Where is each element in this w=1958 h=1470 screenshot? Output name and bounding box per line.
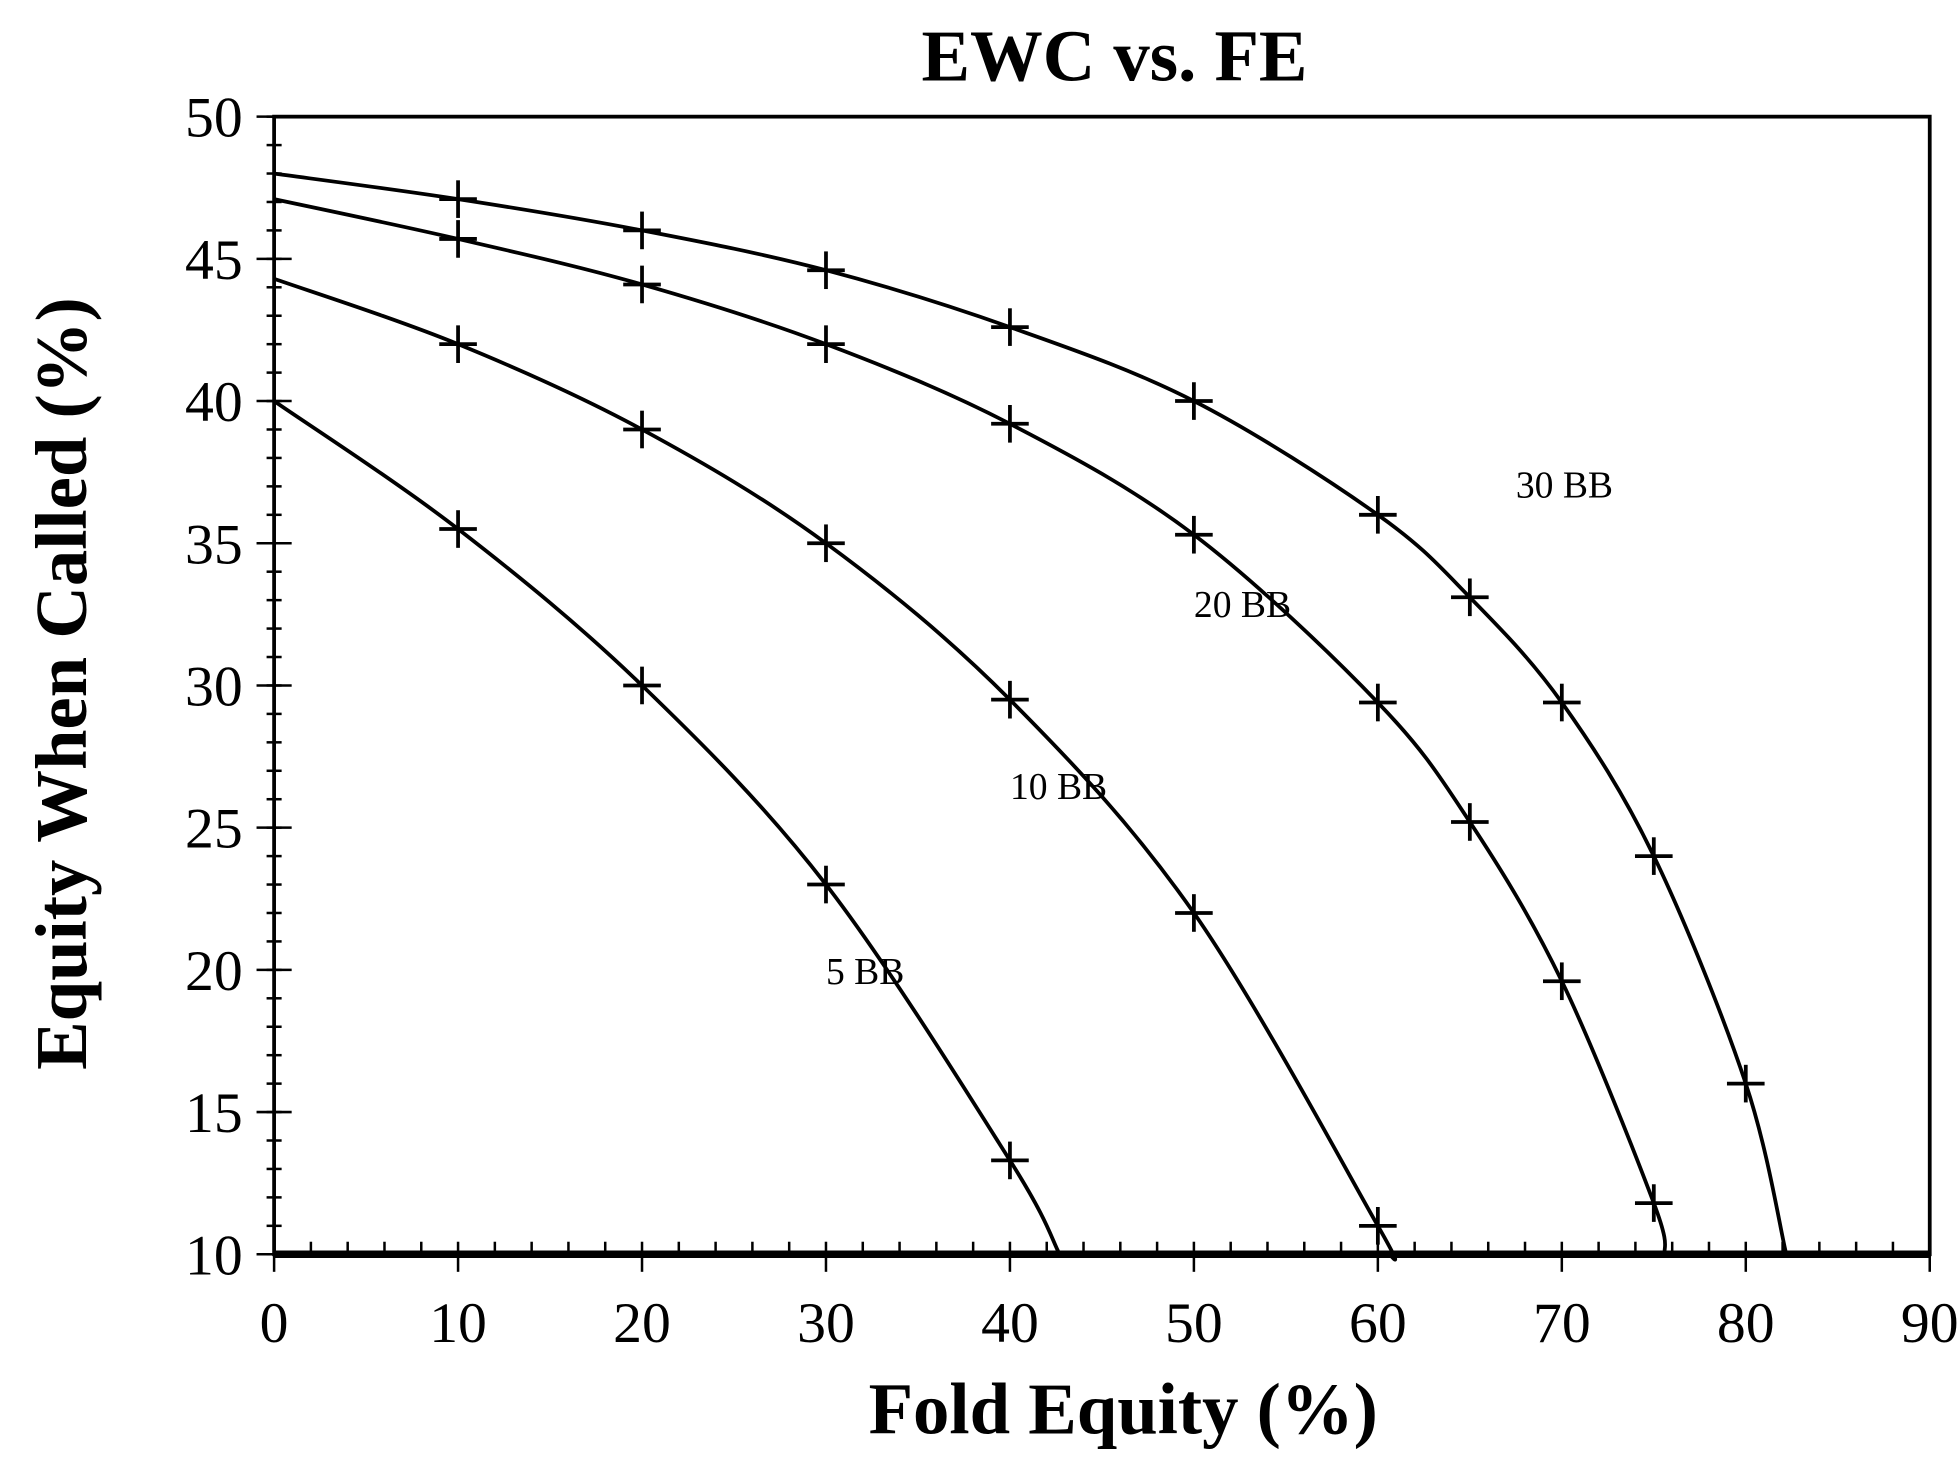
x-tick-label: 40 bbox=[981, 1292, 1039, 1355]
y-tick-label: 35 bbox=[185, 513, 243, 576]
data-point-30-bb bbox=[439, 180, 477, 218]
y-tick-label: 40 bbox=[185, 371, 243, 434]
plot-frame bbox=[272, 114, 1932, 1257]
x-axis-label: Fold Equity (%) bbox=[869, 1369, 1378, 1450]
data-point-20-bb bbox=[1543, 962, 1581, 1001]
data-point-20-bb bbox=[1634, 1184, 1673, 1222]
y-axis-label: Equity When Called (%) bbox=[21, 297, 102, 1070]
x-tick-label: 0 bbox=[260, 1292, 289, 1355]
series-line-10-bb bbox=[273, 276, 1398, 1262]
series-line-20-bb bbox=[273, 197, 1668, 1255]
series-label-10-bb: 10 BB bbox=[1010, 766, 1107, 808]
x-tick-label: 90 bbox=[1901, 1292, 1958, 1355]
x-tick-label: 20 bbox=[613, 1292, 671, 1355]
data-point-10-bb bbox=[991, 680, 1029, 719]
data-point-20-bb bbox=[623, 265, 661, 304]
data-point-30-bb bbox=[1634, 837, 1673, 875]
data-point-30-bb bbox=[807, 251, 845, 290]
x-tick-label: 30 bbox=[797, 1292, 855, 1355]
data-point-30-bb bbox=[991, 308, 1029, 346]
data-point-20-bb bbox=[807, 325, 845, 363]
y-tick-label: 45 bbox=[185, 229, 243, 292]
x-tick-label: 10 bbox=[429, 1292, 487, 1355]
y-tick-label: 15 bbox=[185, 1082, 243, 1145]
data-point-20-bb bbox=[1451, 803, 1489, 841]
data-point-30-bb bbox=[1359, 495, 1397, 534]
data-point-10-bb bbox=[439, 325, 477, 363]
series-line-30-bb bbox=[273, 171, 1789, 1255]
data-point-30-bb bbox=[1175, 382, 1213, 420]
data-point-20-bb bbox=[1175, 515, 1213, 554]
data-point-10-bb bbox=[1359, 1207, 1397, 1245]
data-point-20-bb bbox=[439, 220, 477, 258]
x-tick-label: 80 bbox=[1717, 1292, 1775, 1355]
chart-title: EWC vs. FE bbox=[921, 15, 1307, 96]
series-label-20-bb: 20 BB bbox=[1194, 584, 1291, 626]
data-point-5-bb bbox=[991, 1141, 1029, 1180]
x-tick-label: 70 bbox=[1533, 1292, 1591, 1355]
y-tick-label: 10 bbox=[185, 1224, 243, 1287]
data-point-20-bb bbox=[991, 404, 1029, 443]
y-tick-label: 30 bbox=[185, 656, 243, 719]
data-point-30-bb bbox=[1726, 1064, 1765, 1103]
data-point-5-bb bbox=[439, 510, 477, 548]
x-tick-label: 60 bbox=[1349, 1292, 1407, 1355]
y-tick-label: 50 bbox=[185, 87, 243, 150]
data-point-5-bb bbox=[807, 865, 845, 904]
data-point-10-bb bbox=[1175, 894, 1213, 932]
data-point-10-bb bbox=[807, 524, 845, 563]
x-tick-label: 50 bbox=[1165, 1292, 1223, 1355]
series-line-5-bb bbox=[273, 399, 1062, 1256]
data-point-20-bb bbox=[1359, 683, 1397, 722]
y-tick-label: 20 bbox=[185, 940, 243, 1003]
data-point-10-bb bbox=[623, 410, 661, 449]
data-point-30-bb bbox=[1451, 578, 1489, 617]
data-point-30-bb bbox=[623, 211, 661, 250]
series-label-30-bb: 30 BB bbox=[1516, 465, 1613, 507]
data-point-30-bb bbox=[1543, 683, 1581, 722]
series-label-5-bb: 5 BB bbox=[826, 951, 904, 993]
y-tick-label: 25 bbox=[185, 798, 243, 861]
data-point-5-bb bbox=[623, 666, 661, 705]
